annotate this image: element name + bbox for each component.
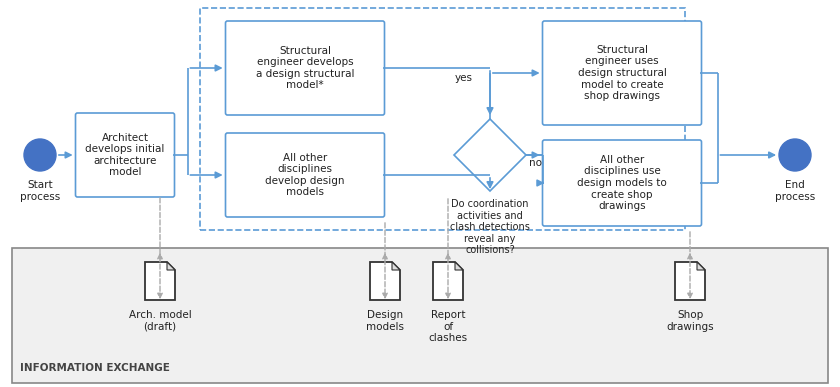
Polygon shape: [675, 262, 705, 300]
Polygon shape: [167, 262, 175, 270]
Text: no: no: [529, 158, 542, 168]
FancyBboxPatch shape: [543, 21, 701, 125]
Polygon shape: [145, 262, 175, 300]
Polygon shape: [454, 119, 526, 191]
FancyBboxPatch shape: [12, 248, 828, 383]
Text: INFORMATION EXCHANGE: INFORMATION EXCHANGE: [20, 363, 170, 373]
Text: All other
disciplines use
design models to
create shop
drawings: All other disciplines use design models …: [577, 155, 667, 211]
Text: All other
disciplines
develop design
models: All other disciplines develop design mod…: [265, 152, 344, 197]
FancyBboxPatch shape: [76, 113, 175, 197]
Text: yes: yes: [455, 73, 473, 83]
Circle shape: [779, 139, 811, 171]
FancyBboxPatch shape: [225, 133, 385, 217]
Polygon shape: [697, 262, 705, 270]
Text: Start
process: Start process: [20, 180, 60, 202]
Text: Report
of
clashes: Report of clashes: [428, 310, 468, 343]
Text: Architect
develops initial
architecture
model: Architect develops initial architecture …: [86, 133, 165, 177]
Text: Design
models: Design models: [366, 310, 404, 332]
Text: End
process: End process: [774, 180, 815, 202]
FancyBboxPatch shape: [543, 140, 701, 226]
Polygon shape: [433, 262, 463, 300]
Text: Do coordination
activities and
clash detections
reveal any
collisions?: Do coordination activities and clash det…: [450, 199, 530, 255]
Polygon shape: [392, 262, 400, 270]
Polygon shape: [455, 262, 463, 270]
FancyBboxPatch shape: [225, 21, 385, 115]
Text: Shop
drawings: Shop drawings: [666, 310, 714, 332]
Circle shape: [24, 139, 56, 171]
Polygon shape: [370, 262, 400, 300]
Text: Structural
engineer uses
design structural
model to create
shop drawings: Structural engineer uses design structur…: [578, 45, 666, 101]
Text: Arch. model
(draft): Arch. model (draft): [129, 310, 192, 332]
Text: Structural
engineer develops
a design structural
model*: Structural engineer develops a design st…: [255, 46, 354, 91]
